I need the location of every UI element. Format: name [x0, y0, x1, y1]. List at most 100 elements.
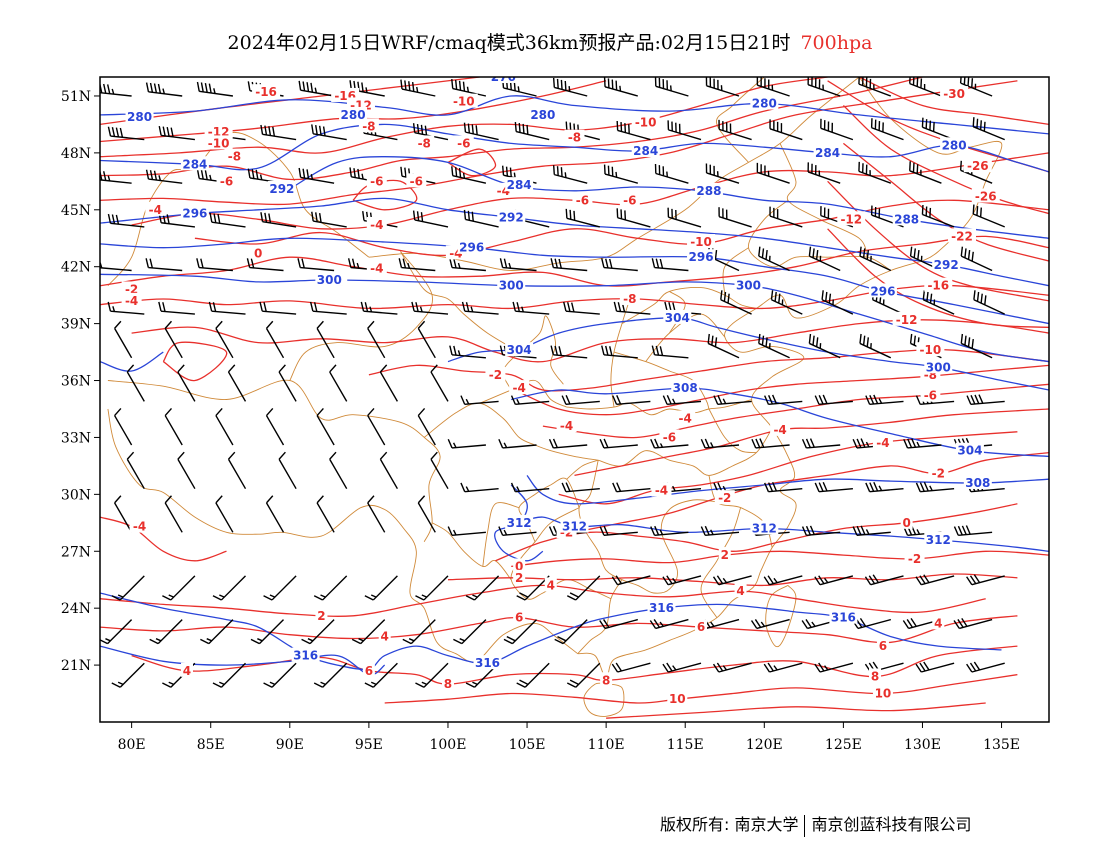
temperature-label: 4: [547, 578, 555, 592]
wind-barb: [367, 320, 386, 359]
wind-barb: [960, 333, 993, 359]
temperature-label: -8: [623, 292, 636, 306]
wind-barb: [516, 662, 550, 688]
wind-barb: [720, 290, 752, 315]
height-label-bg: [671, 380, 700, 395]
wind-barb: [566, 662, 601, 688]
lat-tick-label: 39N: [61, 317, 91, 333]
province-border: [482, 502, 520, 567]
wind-barb: [959, 77, 993, 97]
wind-barb: [769, 206, 803, 228]
height-label: 292: [269, 182, 294, 196]
wind-barb: [311, 211, 347, 228]
wind-barb: [751, 438, 790, 449]
temperature-label: 0: [902, 516, 910, 530]
lon-tick-label: 125E: [825, 737, 862, 753]
height-label: 288: [894, 212, 919, 226]
wind-barb: [107, 126, 145, 141]
temperature-label: -4: [560, 419, 573, 433]
wind-barb: [113, 320, 133, 359]
wind-barb: [821, 290, 854, 315]
height-label: 316: [831, 611, 856, 625]
temperature-isotherm: [574, 451, 1049, 533]
temperature-isotherm: [558, 431, 1018, 505]
temperature-label-bg: [204, 135, 233, 150]
temperature-label: -12: [840, 212, 862, 226]
temperature-label-bg: [876, 638, 889, 653]
height-label-bg: [560, 518, 589, 533]
temperature-isotherm: [100, 615, 1018, 644]
wind-barb: [417, 495, 436, 533]
wind-barb: [966, 661, 1005, 673]
height-label: 312: [752, 522, 777, 536]
wind-barb: [463, 122, 499, 141]
wind-barb: [953, 618, 993, 630]
wind-barb: [763, 575, 803, 586]
height-label-bg: [932, 256, 961, 271]
wind-barb: [718, 207, 752, 228]
height-label-bg: [180, 205, 209, 220]
height-label-bg: [647, 600, 676, 615]
province-border: [577, 260, 923, 679]
wind-barb: [770, 290, 803, 315]
wind-barb: [263, 662, 297, 688]
temperature-label-bg: [121, 292, 142, 307]
height-label-bg: [955, 442, 984, 457]
wind-barb: [972, 204, 1005, 228]
wind-barb: [865, 394, 904, 406]
wind-barb: [301, 619, 335, 645]
height-label: 308: [965, 476, 990, 490]
temperature-label: -2: [718, 491, 731, 505]
wind-barb: [705, 77, 740, 97]
height-label: 300: [499, 279, 524, 293]
wind-barb: [313, 662, 348, 688]
height-label-bg: [528, 106, 557, 121]
height-label: 296: [689, 250, 714, 264]
temperature-label: 8: [602, 673, 610, 687]
wind-barb: [807, 77, 841, 97]
wind-barb: [227, 364, 247, 402]
height-label: 308: [673, 381, 698, 395]
wind-barb: [265, 407, 285, 446]
lon-tick-label: 135E: [983, 737, 1020, 753]
wind-barb: [250, 619, 284, 645]
wind-barb: [599, 618, 638, 630]
wind-barb: [212, 575, 246, 601]
wind-barb: [662, 395, 702, 406]
wind-barb: [126, 364, 145, 402]
height-label: 300: [736, 279, 761, 293]
wind-barb: [756, 162, 790, 184]
wind-barb: [415, 575, 449, 601]
temperature-label-bg: [509, 380, 530, 395]
temperature-label-bg: [714, 490, 735, 505]
wind-barb: [164, 320, 183, 359]
temperature-label-bg: [619, 192, 640, 207]
temperature-label: 10: [669, 692, 686, 706]
lon-tick-label: 100E: [429, 737, 466, 753]
temperature-isotherm: [827, 228, 1049, 329]
wind-barb: [113, 495, 133, 533]
temperature-label-bg: [366, 260, 387, 275]
height-label: 284: [633, 144, 658, 158]
temperature-label-bg: [631, 114, 660, 129]
height-label-bg: [497, 209, 526, 224]
wind-barb: [162, 575, 196, 601]
wind-barb: [612, 482, 651, 493]
temperature-label: -4: [512, 381, 525, 395]
wind-barb: [460, 482, 499, 493]
lon-tick-label: 120E: [746, 737, 783, 753]
temperature-label-bg: [366, 173, 387, 188]
temperature-label: -4: [370, 218, 383, 232]
copyright-owner: 版权所有: 南京大学: [660, 815, 799, 834]
wind-barb: [510, 482, 550, 493]
wind-barb: [278, 364, 297, 402]
lat-tick-label: 27N: [61, 544, 91, 560]
wind-barb: [498, 526, 537, 536]
wind-barb: [966, 574, 1005, 586]
wind-barb: [417, 407, 436, 446]
wind-barb: [260, 124, 297, 141]
wind-barb: [915, 661, 955, 673]
wind-barb: [565, 208, 600, 228]
map-title-main: 2024年02月15日WRF/cmaq模式36km预报产品:02月15日21时: [227, 32, 791, 54]
height-contour: [100, 123, 1049, 173]
